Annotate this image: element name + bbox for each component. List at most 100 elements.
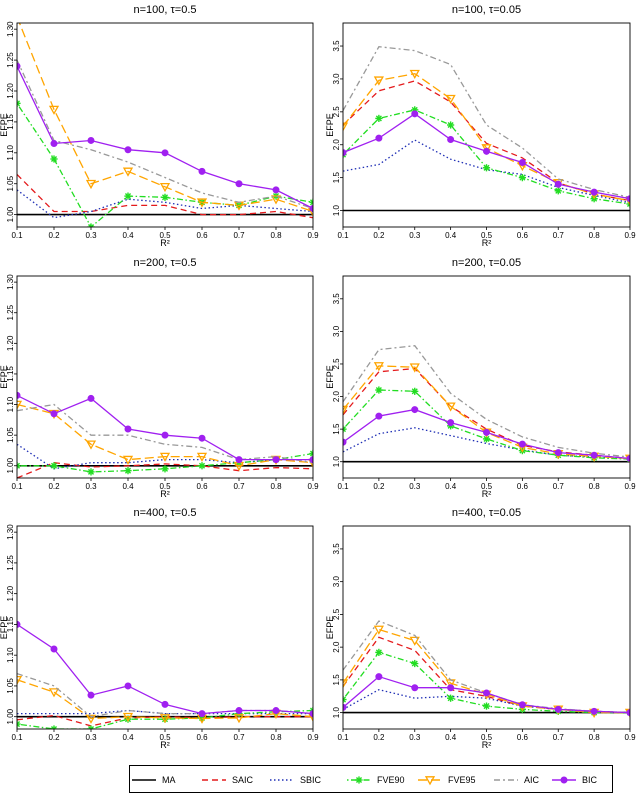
- data-point-fve90: [411, 659, 419, 668]
- data-point-bic: [17, 62, 21, 70]
- series-line-fve90: [343, 389, 630, 460]
- plot-frame: [342, 525, 631, 730]
- y-tick-label: 1.00: [6, 457, 15, 473]
- x-tick-label: 0.1: [337, 231, 349, 240]
- data-point-fve95: [373, 362, 384, 372]
- x-tick-label: 0.5: [159, 231, 171, 240]
- data-point-bic: [50, 140, 58, 148]
- y-tick-label: 3.5: [332, 543, 341, 555]
- x-tick-label: 0.4: [445, 482, 457, 491]
- data-point-fve90: [518, 174, 526, 182]
- data-point-bic: [309, 204, 313, 212]
- legend-canvas: MA SAIC SBIC FVE90 FVE95 AIC BIC: [132, 775, 598, 786]
- x-tick-label: 0.9: [624, 733, 636, 742]
- data-point-fve95: [122, 712, 134, 723]
- series-line-fve95: [343, 365, 630, 460]
- data-point-bic: [590, 188, 598, 196]
- data-point-bic: [447, 135, 455, 143]
- y-tick-label: 2.5: [332, 608, 341, 620]
- y-tick-label: 1.15: [6, 366, 15, 382]
- y-tick-label: 2.0: [332, 390, 341, 402]
- x-tick-label: 0.4: [122, 482, 134, 491]
- data-point-fve90: [50, 462, 58, 470]
- data-point-bic: [626, 709, 630, 717]
- data-point-bic: [161, 700, 169, 708]
- x-axis-label: R²: [160, 238, 170, 248]
- series-line-bic: [17, 394, 313, 461]
- chart-panel-4: n=200, τ=0.05 EFPE R² 0.1 0.2 0.3 0.4 0.5 0.6 0.7…: [325, 257, 636, 499]
- y-tick-label: 1.30: [6, 274, 15, 290]
- plot-frame: [342, 22, 631, 228]
- data-point-fve95: [159, 182, 171, 193]
- legend-entry-ma: MA: [132, 775, 176, 785]
- data-point-fve90: [17, 99, 21, 107]
- data-point-bic: [483, 689, 490, 697]
- data-point-fve90: [554, 187, 562, 195]
- data-point-fve90: [375, 386, 383, 394]
- data-point-bic: [554, 180, 562, 188]
- data-point-fve90: [198, 462, 206, 470]
- data-point-fve90: [161, 193, 169, 201]
- y-tick-label: 2.5: [332, 358, 341, 370]
- data-point-fve90: [87, 223, 95, 227]
- data-point-fve90: [447, 121, 455, 129]
- data-point-fve90: [87, 725, 95, 729]
- data-point-bic: [375, 673, 383, 681]
- data-point-fve90: [161, 465, 169, 473]
- series-line-aic: [343, 345, 630, 458]
- chart-panel-6: n=400, τ=0.05 EFPE R² 0.1 0.2 0.3 0.4 0.5 0.6 0.7…: [325, 507, 636, 750]
- legend-entry-aic: AIC: [494, 775, 540, 785]
- x-tick-label: 0.1: [11, 733, 23, 742]
- data-point-fve90: [50, 725, 58, 729]
- chart-title: n=100, τ=0.5: [133, 4, 196, 16]
- data-point-fve90: [482, 702, 491, 710]
- series-line-fve95: [17, 403, 313, 467]
- plot-frame: [16, 525, 314, 730]
- x-tick-label: 0.8: [589, 231, 601, 240]
- x-axis-label: R²: [160, 489, 170, 499]
- series-line-saic: [343, 636, 630, 714]
- data-point-bic: [161, 149, 169, 157]
- legend-label: FVE95: [448, 775, 476, 785]
- y-tick-label: 1.0: [332, 707, 341, 719]
- data-point-fve90: [309, 449, 313, 458]
- x-tick-label: 0.9: [624, 482, 636, 491]
- data-point-fve95: [48, 688, 60, 698]
- data-point-bic: [235, 456, 243, 464]
- data-point-fve95: [159, 714, 171, 724]
- x-tick-label: 0.2: [373, 733, 385, 742]
- plot-frame: [16, 275, 314, 479]
- x-tick-label: 0.5: [159, 733, 171, 742]
- data-point-bic: [87, 394, 95, 402]
- y-tick-label: 1.15: [6, 114, 15, 130]
- data-point-bic: [343, 438, 347, 446]
- legend-entry-sbic: SBIC: [270, 775, 322, 785]
- data-point-bic: [198, 434, 206, 442]
- x-axis-label: R²: [482, 489, 492, 499]
- x-tick-label: 0.9: [307, 482, 319, 491]
- data-point-fve95: [159, 452, 171, 462]
- legend-label: AIC: [524, 775, 540, 785]
- data-point-bic: [309, 710, 313, 718]
- y-tick-label: 2.0: [332, 641, 341, 653]
- x-tick-label: 0.4: [445, 231, 457, 240]
- x-tick-label: 0.9: [307, 231, 319, 240]
- data-point-bic: [375, 412, 383, 420]
- y-tick-label: 1.15: [6, 616, 15, 632]
- data-point-fve95: [307, 207, 313, 217]
- x-tick-label: 0.4: [445, 733, 457, 742]
- y-tick-label: 1.10: [6, 647, 15, 663]
- y-tick-label: 1.25: [6, 555, 15, 571]
- series-line-aic: [343, 46, 630, 199]
- data-point-fve90: [17, 462, 21, 470]
- x-tick-label: 0.7: [553, 482, 565, 491]
- x-tick-label: 0.8: [270, 733, 282, 742]
- series-line-saic: [343, 80, 630, 202]
- data-point-bic: [447, 684, 455, 692]
- y-axis-label: EFPE: [0, 616, 9, 640]
- x-tick-label: 0.6: [196, 733, 208, 742]
- data-point-fve90: [124, 467, 132, 475]
- series-line-bic: [17, 623, 313, 715]
- x-tick-label: 0.8: [270, 231, 282, 240]
- data-point-bic: [626, 454, 630, 462]
